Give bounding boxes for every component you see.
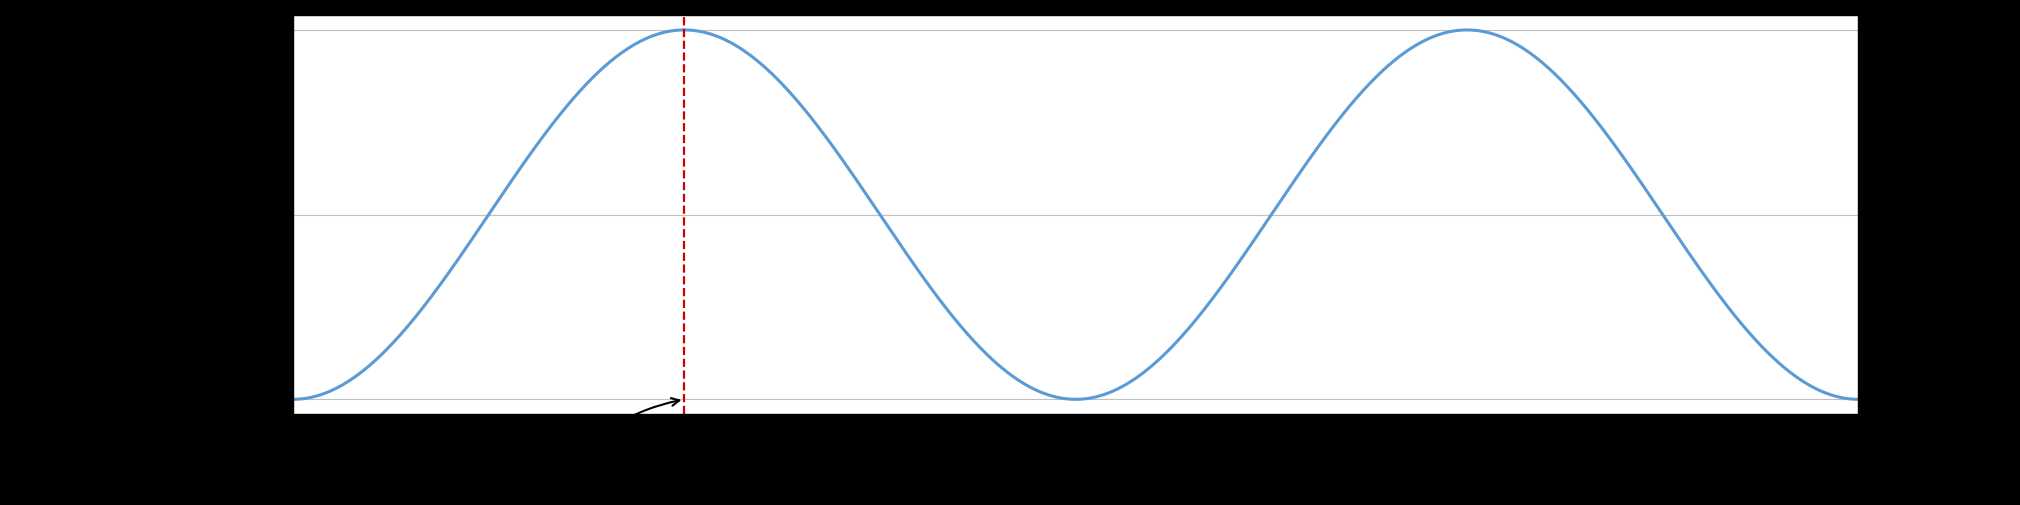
- Text: $N_{\mathrm{optimal}}$: $N_{\mathrm{optimal}}$: [509, 398, 679, 505]
- Y-axis label: Probability
of success: Probability of success: [206, 150, 248, 279]
- X-axis label: Iteration: Iteration: [1024, 447, 1127, 468]
